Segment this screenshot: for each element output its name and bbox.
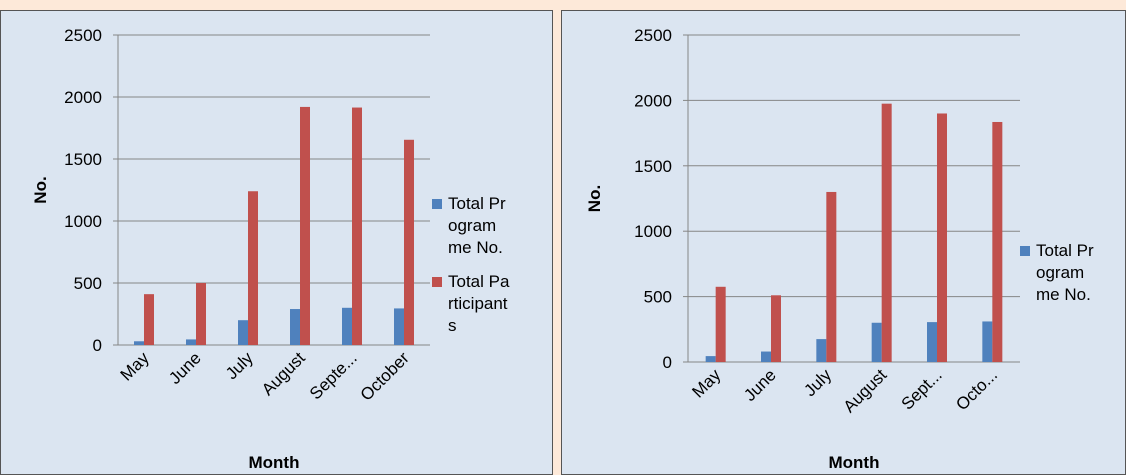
bar [982,321,993,362]
bar [290,309,300,345]
bar [816,339,827,362]
x-tick-label: July [222,348,257,383]
bar [705,356,716,362]
x-tick-label: May [117,348,153,384]
x-tick-label: Octo... [952,365,1001,414]
y-tick-label: 1500 [64,150,102,169]
bar [394,308,404,345]
bar [248,191,258,345]
x-tick-label: June [165,348,205,388]
bar [144,294,154,345]
y-tick-label: 1000 [64,212,102,231]
bar [927,322,937,362]
y-tick-label: 500 [74,274,102,293]
x-axis-title: Month [249,453,300,472]
bar [186,339,196,345]
y-tick-label: 2500 [64,26,102,45]
x-tick-label: August [258,348,309,399]
legend-label: Total Programme No. [448,194,506,257]
legend-entry: Total Programme No. [1020,240,1098,306]
bar [300,106,310,345]
x-tick-label: July [800,365,835,400]
bar [134,341,144,345]
x-tick-label: Sept... [898,365,946,413]
y-tick-label: 0 [93,336,102,355]
bar [771,295,781,362]
chart-panel [0,10,553,475]
y-tick-label: 500 [644,288,672,307]
bar [404,139,414,345]
bar [871,322,882,362]
bar [352,107,362,345]
legend-label: Total Programme No. [1036,241,1094,304]
y-tick-label: 1000 [634,222,672,241]
x-tick-label: October [357,348,413,404]
bar [937,113,947,362]
y-axis-title: No. [31,176,50,203]
bar [761,351,771,362]
bar [826,191,837,362]
bar [196,283,206,345]
y-tick-label: 2500 [634,26,672,45]
y-tick-label: 2000 [634,91,672,110]
bar [992,121,1003,363]
x-tick-label: May [688,365,724,401]
x-tick-label: June [740,365,780,405]
bar [715,286,726,362]
legend-entry: Total Participants [432,271,510,337]
legend-entry: Total Programme No. [432,193,510,259]
x-axis-title: Month [829,453,880,472]
legend-swatch [1020,246,1030,256]
legend-label: Total Participants [448,272,510,335]
bar [881,103,892,363]
x-tick-label: August [840,365,891,416]
y-tick-label: 1500 [634,157,672,176]
y-axis-title: No. [585,185,604,212]
legend: Total Programme No. [1020,240,1098,318]
x-tick-label: Septe... [306,348,361,403]
y-tick-label: 0 [663,353,672,372]
bar [238,320,248,345]
legend-swatch [432,199,442,209]
legend: Total Programme No. Total Participants [432,193,510,349]
bar [342,307,352,345]
legend-swatch [432,277,442,287]
chart-panel [561,10,1126,475]
y-tick-label: 2000 [64,88,102,107]
